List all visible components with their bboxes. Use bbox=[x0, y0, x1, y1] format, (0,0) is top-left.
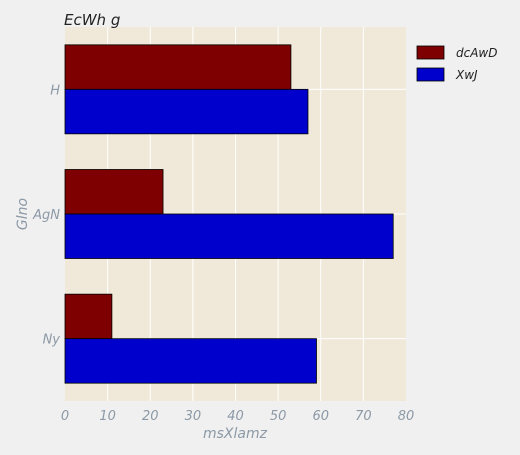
x-tick-label: 60 bbox=[312, 409, 329, 424]
legend-label-xwj: XwJ bbox=[455, 68, 478, 82]
x-tick-label: 0 bbox=[61, 409, 69, 424]
x-tick-label: 30 bbox=[185, 409, 202, 424]
legend-swatch-xwj bbox=[416, 67, 445, 82]
x-tick-label: 20 bbox=[142, 409, 159, 424]
bar-xwj-ny bbox=[64, 338, 317, 384]
chart-title: EcWh g bbox=[64, 11, 120, 29]
y-tick-label: AgN bbox=[32, 208, 60, 223]
legend-label-dcawd: dcAwD bbox=[456, 46, 497, 60]
bar-dcawd-agn bbox=[64, 169, 164, 215]
bars bbox=[64, 44, 394, 384]
y-axis-label: Glno bbox=[15, 198, 31, 230]
y-tick-label: Ny bbox=[43, 333, 61, 348]
bar-dcawd-h bbox=[64, 44, 292, 90]
y-tick-label: H bbox=[50, 83, 60, 98]
bar-xwj-agn bbox=[64, 213, 394, 259]
bar-xwj-h bbox=[64, 88, 309, 135]
x-tick-label: 70 bbox=[355, 409, 372, 424]
x-ticks: 0 10 20 30 40 50 60 70 80 bbox=[61, 409, 414, 424]
x-tick-label: 80 bbox=[398, 409, 415, 424]
y-ticks: H AgN Ny bbox=[32, 83, 60, 347]
x-tick-label: 40 bbox=[227, 409, 244, 424]
x-axis-label: msXlamz bbox=[203, 426, 268, 442]
legend: dcAwD XwJ bbox=[416, 45, 497, 82]
x-tick-label: 10 bbox=[99, 409, 116, 424]
bar-dcawd-ny bbox=[64, 293, 113, 340]
x-tick-label: 50 bbox=[270, 409, 287, 424]
legend-swatch-dcawd bbox=[416, 45, 445, 60]
